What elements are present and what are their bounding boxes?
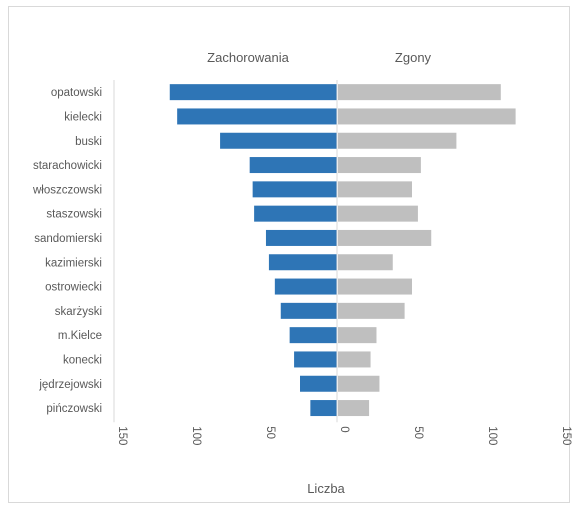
x-axis-label: Liczba	[307, 481, 345, 496]
x-tick-label: 150	[560, 426, 572, 445]
x-tick-label: 150	[116, 426, 128, 445]
category-label: sandomierski	[34, 233, 102, 245]
x-tick-label: 100	[486, 426, 498, 445]
x-tick-label: 50	[412, 426, 424, 439]
series-label-left: Zachorowania	[207, 50, 289, 65]
bar-zgony-10	[338, 327, 377, 344]
bar-zgony-2	[338, 132, 457, 149]
bar-zgony-6	[338, 229, 432, 246]
bar-zgony-8	[338, 278, 412, 295]
bar-zgony-11	[338, 351, 371, 368]
bar-zachorowania-2	[220, 132, 337, 149]
bar-zgony-13	[338, 400, 370, 417]
x-tick-labels: 150 100 50 0 50 100 150	[116, 426, 572, 445]
category-label: kazimierski	[45, 257, 102, 269]
category-label: kielecki	[64, 111, 102, 123]
bar-zachorowania-13	[310, 400, 337, 417]
bar-zachorowania-11	[294, 351, 337, 368]
x-tick-label: 100	[190, 426, 202, 445]
bar-zachorowania-9	[280, 302, 337, 319]
bar-zgony-9	[338, 302, 405, 319]
category-label: opatowski	[51, 87, 102, 99]
bar-zgony-5	[338, 205, 418, 222]
category-label: buski	[75, 136, 102, 148]
bar-zgony-1	[338, 108, 516, 125]
bar-zgony-0	[338, 84, 501, 101]
category-label: włoszczowski	[32, 184, 102, 196]
x-tick-label: 50	[264, 426, 276, 439]
bar-zachorowania-8	[274, 278, 337, 295]
bar-zachorowania-12	[300, 375, 337, 392]
category-label: starachowicki	[33, 160, 102, 172]
bar-zgony-7	[338, 254, 393, 271]
bar-zachorowania-1	[177, 108, 337, 125]
category-label: ostrowiecki	[45, 282, 102, 294]
bar-zachorowania-5	[254, 205, 337, 222]
category-label: pińczowski	[46, 403, 102, 415]
bar-zgony-12	[338, 375, 380, 392]
bar-zachorowania-7	[268, 254, 337, 271]
bar-zachorowania-0	[169, 84, 337, 101]
bar-zachorowania-10	[289, 327, 337, 344]
bar-zachorowania-4	[252, 181, 337, 198]
category-label: m.Kielce	[58, 330, 102, 342]
bar-zgony-3	[338, 157, 421, 174]
bar-zgony-4	[338, 181, 412, 198]
bar-zachorowania-6	[265, 229, 337, 246]
category-label: skarżyski	[55, 306, 102, 318]
category-labels: opatowski kielecki buski starachowicki włosz…	[32, 87, 102, 415]
category-label: konecki	[63, 354, 102, 366]
series-label-right: Zgony	[395, 50, 432, 65]
category-label: staszowski	[46, 209, 102, 221]
x-tick-label: 0	[338, 426, 350, 432]
bar-zachorowania-3	[249, 157, 337, 174]
bars-group	[169, 84, 516, 417]
category-label: jędrzejowski	[38, 379, 102, 391]
